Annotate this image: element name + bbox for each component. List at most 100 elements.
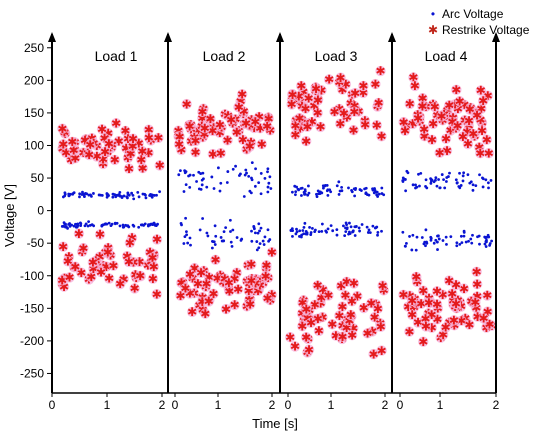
arc-point bbox=[478, 242, 481, 246]
arc-point bbox=[325, 189, 329, 193]
arc-point bbox=[213, 224, 217, 228]
restrike-point: ✱ bbox=[314, 324, 324, 338]
arc-point bbox=[436, 248, 439, 251]
arc-point bbox=[437, 178, 440, 181]
arc-point bbox=[201, 171, 205, 175]
restrike-point: ✱ bbox=[191, 134, 201, 148]
restrike-point: ✱ bbox=[297, 307, 307, 321]
arc-point bbox=[255, 240, 259, 243]
restrike-point: ✱ bbox=[463, 137, 473, 151]
restrike-point: ✱ bbox=[296, 79, 306, 93]
arc-point bbox=[487, 186, 490, 190]
restrike-point: ✱ bbox=[307, 115, 317, 129]
restrike-point: ✱ bbox=[376, 129, 386, 143]
arc-point bbox=[350, 188, 353, 192]
restrike-halo bbox=[427, 118, 439, 130]
arc-point bbox=[247, 174, 251, 178]
restrike-point: ✱ bbox=[97, 122, 107, 136]
restrike-point: ✱ bbox=[302, 120, 312, 134]
x-axis-label: Time [s] bbox=[252, 416, 298, 431]
restrike-point: ✱ bbox=[144, 131, 154, 145]
arc-point bbox=[297, 188, 301, 192]
restrike-point: ✱ bbox=[447, 287, 457, 301]
arc-point bbox=[347, 232, 350, 236]
restrike-halo bbox=[108, 260, 119, 271]
restrike-point: ✱ bbox=[421, 320, 431, 334]
arc-point bbox=[131, 223, 135, 227]
arc-point bbox=[184, 216, 188, 220]
restrike-point: ✱ bbox=[63, 255, 73, 269]
restrike-point: ✱ bbox=[134, 136, 144, 150]
arc-point bbox=[199, 172, 203, 175]
restrike-point: ✱ bbox=[246, 258, 256, 272]
restrike-point: ✱ bbox=[80, 134, 90, 148]
arc-point bbox=[344, 230, 348, 233]
restrike-point: ✱ bbox=[329, 105, 339, 119]
arc-point bbox=[291, 234, 294, 238]
restrike-point: ✱ bbox=[185, 120, 195, 134]
restrike-halo bbox=[200, 308, 211, 319]
restrike-point: ✱ bbox=[472, 290, 482, 304]
arc-point bbox=[250, 239, 254, 243]
restrike-point: ✱ bbox=[349, 105, 359, 119]
restrike-point: ✱ bbox=[84, 148, 94, 162]
y-tick-label: 100 bbox=[24, 138, 44, 152]
arc-point bbox=[189, 243, 192, 247]
restrike-halo bbox=[215, 147, 227, 159]
restrike-point: ✱ bbox=[313, 106, 323, 120]
arc-point bbox=[448, 171, 451, 175]
restrike-point: ✱ bbox=[358, 86, 368, 100]
arc-point bbox=[351, 230, 354, 234]
restrike-halo bbox=[358, 302, 369, 314]
arc-point bbox=[266, 190, 270, 194]
restrike-point: ✱ bbox=[119, 272, 129, 286]
restrike-point: ✱ bbox=[108, 259, 118, 273]
restrike-point: ✱ bbox=[239, 105, 249, 119]
restrike-point: ✱ bbox=[86, 270, 96, 284]
restrike-point: ✱ bbox=[99, 131, 109, 145]
arc-point bbox=[424, 228, 428, 232]
restrike-halo bbox=[57, 123, 68, 134]
restrike-point: ✱ bbox=[205, 112, 215, 126]
restrike-point: ✱ bbox=[104, 272, 114, 286]
restrike-point: ✱ bbox=[444, 98, 454, 112]
restrike-halo bbox=[312, 280, 323, 291]
arc-point bbox=[462, 234, 466, 238]
restrike-point: ✱ bbox=[144, 123, 154, 137]
arc-point bbox=[64, 222, 67, 226]
restrike-point: ✱ bbox=[287, 98, 297, 112]
arc-point bbox=[78, 192, 82, 196]
arc-point bbox=[354, 186, 358, 190]
arc-point bbox=[408, 235, 411, 238]
arc-point bbox=[82, 194, 86, 198]
restrike-halo bbox=[372, 303, 384, 314]
restrike-point: ✱ bbox=[224, 284, 234, 298]
restrike-halo bbox=[57, 241, 69, 252]
arc-point bbox=[419, 171, 423, 175]
restrike-halo bbox=[315, 121, 326, 133]
restrike-point: ✱ bbox=[373, 302, 383, 316]
restrike-point: ✱ bbox=[127, 231, 137, 245]
restrike-point: ✱ bbox=[136, 153, 146, 167]
arc-point bbox=[206, 234, 210, 238]
arc-point bbox=[235, 236, 239, 239]
restrike-point: ✱ bbox=[249, 121, 259, 135]
arc-point bbox=[266, 185, 270, 189]
restrike-halo bbox=[444, 100, 455, 111]
arc-point bbox=[405, 241, 408, 245]
restrike-halo bbox=[287, 89, 298, 100]
arc-point bbox=[255, 248, 259, 252]
arc-point bbox=[360, 223, 364, 226]
restrike-halo bbox=[123, 163, 135, 174]
panel-label: Load 1 bbox=[95, 48, 138, 64]
arc-point bbox=[156, 222, 159, 226]
restrike-point: ✱ bbox=[432, 297, 442, 311]
restrike-halo bbox=[463, 115, 475, 127]
arc-point bbox=[380, 229, 383, 233]
arc-point bbox=[414, 248, 418, 252]
arc-point bbox=[458, 242, 462, 246]
restrike-point: ✱ bbox=[189, 261, 199, 275]
restrike-point: ✱ bbox=[483, 89, 493, 103]
restrike-point: ✱ bbox=[58, 137, 68, 151]
restrike-point: ✱ bbox=[234, 100, 244, 114]
